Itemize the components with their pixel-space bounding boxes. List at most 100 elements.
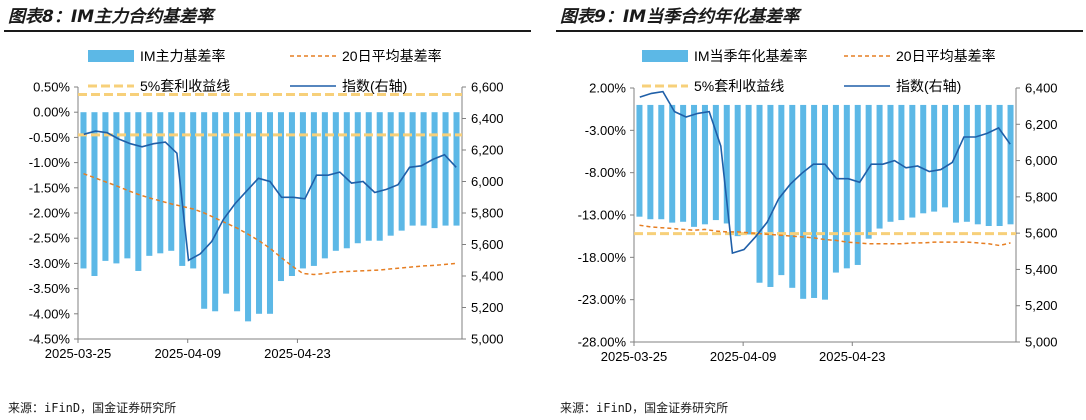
bar — [701, 104, 708, 225]
bar — [212, 112, 219, 312]
left-tick-label: 2.00% — [589, 81, 626, 96]
right-tick-label: 5,800 — [1025, 189, 1058, 204]
x-tick-label: 2025-04-23 — [264, 346, 331, 361]
bar — [376, 112, 383, 241]
bar — [876, 104, 883, 229]
bar — [387, 112, 394, 236]
right-tick-label: 5,600 — [1025, 226, 1058, 241]
left-tick-label: -2.50% — [29, 231, 71, 246]
legend-label: 指数(右轴) — [896, 78, 961, 94]
left-tick-label: -3.00% — [585, 123, 627, 138]
x-tick-label: 2025-04-09 — [154, 346, 221, 361]
right-tick-label: 5,400 — [471, 269, 504, 284]
left-tick-label: 0.50% — [33, 80, 70, 95]
index-line — [639, 90, 1011, 255]
bar — [266, 112, 274, 314]
bar — [658, 104, 665, 220]
legend-item: 20日平均基差率 — [290, 48, 442, 64]
left-tick-label: -2.00% — [29, 206, 71, 221]
left-tick-label: -8.00% — [585, 165, 627, 180]
bar — [409, 112, 416, 226]
right-tick-label: 5,000 — [1025, 335, 1058, 350]
right-tick-label: 6,400 — [1025, 81, 1058, 96]
bar — [299, 112, 306, 269]
bar — [832, 104, 839, 273]
left-tick-label: -4.50% — [29, 332, 71, 347]
bar — [887, 104, 894, 222]
bar — [442, 112, 449, 226]
ma-line — [83, 172, 457, 276]
left-tick-label: -18.00% — [578, 250, 627, 265]
bar — [974, 104, 981, 225]
bar — [1007, 104, 1014, 225]
source-note-1: 来源：iFinD，国金证券研究所 — [8, 401, 177, 415]
legend-item: IM当季年化基差率 — [642, 48, 808, 64]
bar — [669, 104, 676, 223]
legend-label: IM主力基差率 — [140, 48, 226, 64]
legend-label: 5%套利收益线 — [694, 78, 784, 94]
legend-label: IM当季年化基差率 — [694, 48, 808, 64]
right-tick-label: 5,800 — [471, 206, 504, 221]
bar — [789, 104, 796, 288]
bar — [931, 104, 938, 212]
bar — [321, 112, 328, 259]
right-tick-label: 6,000 — [1025, 153, 1058, 168]
index-line — [83, 130, 457, 262]
basis-rate-chart-1: 0.50% 0.00% -0.50% -1.00% -1.50% -2.00% -2.50%… — [29, 48, 504, 361]
bar — [767, 104, 774, 287]
panel-rule-1 — [4, 30, 531, 32]
bar — [398, 112, 405, 231]
bar — [985, 104, 992, 227]
bar — [909, 104, 916, 218]
panel-title-1: 图表8：IM主力合约基差率 — [8, 7, 214, 27]
legend-label: 20日平均基差率 — [896, 48, 996, 64]
left-tick-label: 0.00% — [33, 105, 70, 120]
bar — [996, 104, 1003, 227]
bar — [245, 112, 252, 322]
bar — [920, 104, 927, 214]
right-tick-label: 5,600 — [471, 237, 504, 252]
bar — [723, 104, 730, 224]
left-tick-label: -13.00% — [578, 208, 627, 223]
bar — [778, 104, 785, 276]
bar — [854, 104, 861, 265]
bar — [354, 112, 361, 244]
legend-label: 指数(右轴) — [342, 78, 407, 94]
right-tick-label: 5,200 — [471, 300, 504, 315]
bar — [734, 104, 741, 237]
right-tick-label: 6,400 — [471, 111, 504, 126]
ma-line — [639, 224, 1011, 247]
bar — [811, 104, 818, 298]
bar — [647, 104, 654, 220]
bar — [146, 112, 153, 256]
bar — [234, 112, 241, 312]
bar — [453, 112, 460, 226]
bar — [420, 112, 427, 226]
bar — [310, 112, 317, 266]
bar — [168, 112, 175, 251]
bar — [865, 104, 872, 239]
bar — [745, 104, 752, 235]
bar — [843, 104, 850, 269]
right-tick-label: 6,000 — [471, 174, 504, 189]
left-tick-label: -1.00% — [29, 155, 71, 170]
legend-item: 5%套利收益线 — [642, 78, 784, 94]
bar — [91, 112, 98, 276]
bar — [691, 104, 698, 227]
bar — [190, 112, 197, 269]
basis-rate-chart-2: 2.00% -3.00% -8.00% -13.00% -18.00% -23.00% -2… — [578, 48, 1058, 364]
bar — [365, 112, 372, 241]
bar — [332, 112, 339, 251]
legend-item: IM主力基差率 — [88, 48, 226, 64]
left-tick-label: -28.00% — [578, 335, 627, 350]
left-tick-label: -3.50% — [29, 281, 71, 296]
bar — [952, 104, 959, 223]
bar — [124, 112, 131, 259]
bar — [680, 104, 687, 222]
source-note-2: 来源：iFinD，国金证券研究所 — [560, 401, 729, 415]
x-tick-label: 2025-04-09 — [710, 349, 777, 364]
left-tick-label: -4.00% — [29, 306, 71, 321]
bar — [113, 112, 120, 264]
panel-rule-2 — [556, 30, 1083, 32]
right-tick-label: 5,200 — [1025, 298, 1058, 313]
